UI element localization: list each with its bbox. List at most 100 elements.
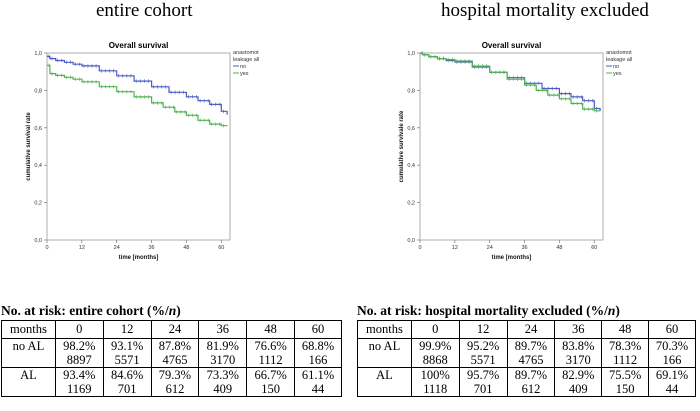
header-cell: 36 (198, 320, 248, 339)
legend-title: anastomotic (233, 50, 259, 56)
cell-n: 1118 (423, 382, 448, 396)
cell-pct: 98.2% (63, 339, 96, 353)
y-tick-label: 0,2 (34, 201, 42, 207)
legend-title: leakage all (606, 57, 632, 63)
table-header-row: months 0 12 24 36 48 60 (357, 320, 696, 339)
y-tick-label: 1,0 (34, 51, 42, 57)
header-cell: months (357, 320, 412, 339)
cell-n: 701 (473, 382, 493, 396)
cell-pct: 66.7% (254, 368, 287, 382)
series-line-no (47, 55, 228, 115)
y-tick-label: 0,4 (407, 163, 415, 169)
x-tick-label: 48 (556, 245, 562, 251)
table-cell: 87.8% 4765 (150, 338, 200, 368)
cell-pct: 81.9% (206, 339, 239, 353)
x-tick-label: 48 (183, 245, 189, 251)
row-label: AL (1, 367, 56, 397)
y-tick-label: 0,6 (407, 126, 415, 132)
cell-n: 3170 (210, 353, 236, 367)
table-cell: 70.3% 166 (648, 338, 696, 368)
y-tick-label: 0,6 (34, 126, 42, 132)
header-cell: 12 (458, 320, 508, 339)
table-cell: 73.3% 409 (198, 367, 248, 397)
x-tick-label: 36 (149, 245, 155, 251)
row-label: AL (357, 367, 412, 397)
legend-title: anastomotic (606, 50, 632, 56)
cell-n: 8868 (422, 353, 448, 367)
legend-label-no: no (613, 64, 619, 70)
table-cell: 76.6% 1112 (246, 338, 296, 368)
table-cell: 95.2% 5571 (458, 338, 508, 368)
x-tick-label: 12 (79, 245, 85, 251)
panel-heading-entire-cohort: entire cohort (96, 0, 193, 21)
table-row: AL 100% 1118 95.7% 701 89.7% 612 82.9% 409 7… (357, 367, 696, 397)
table-cell: 69.1% 44 (648, 367, 696, 397)
cell-pct: 95.7% (466, 368, 500, 382)
x-tick-label: 24 (114, 245, 120, 251)
cell-n: 701 (117, 382, 137, 396)
cell-n: 612 (521, 382, 541, 396)
cell-pct: 75.5% (609, 368, 642, 382)
y-tick-label: 0,8 (407, 88, 415, 94)
cell-n: 5571 (470, 353, 496, 367)
x-tick-label: 36 (522, 245, 528, 251)
x-tick-label: 0 (418, 245, 421, 251)
risk-table-hospital-mortality-excluded: No. at risk: hospital mortality excluded… (357, 303, 696, 397)
legend-label-yes: yes (240, 71, 249, 77)
table-cell: 68.8% 166 (294, 338, 342, 368)
header-cell: 48 (601, 320, 650, 339)
x-tick-label: 60 (218, 245, 224, 251)
cell-pct: 100% (420, 368, 450, 382)
cell-n: 4765 (518, 353, 544, 367)
x-tick-label: 12 (452, 245, 458, 251)
table-cell: 78.3% 1112 (601, 338, 650, 368)
risk-table: months 0 12 24 36 48 60 no AL 98.2% 8897 … (1, 320, 342, 397)
header-cell: 60 (648, 320, 696, 339)
header-cell: 24 (150, 320, 200, 339)
legend-title: leakage all (233, 57, 259, 63)
cell-n: 150 (615, 382, 635, 396)
survival-chart-hospital-mortality-excluded: Overall survival 0,0 0,2 0,4 0,6 0,8 1,0 0 12 24 3… (399, 41, 636, 261)
header-cell: 48 (246, 320, 296, 339)
legend-label-no: no (240, 64, 246, 70)
cell-n: 44 (665, 382, 679, 396)
table-cell: 98.2% 8897 (54, 338, 104, 368)
table-cell: 61.1% 44 (294, 367, 342, 397)
header-cell: 0 (54, 320, 104, 339)
y-tick-label: 0,8 (34, 88, 42, 94)
header-cell: 60 (294, 320, 342, 339)
cell-n: 166 (308, 353, 328, 367)
table-cell: 66.7% 150 (246, 367, 296, 397)
header-cell: 36 (554, 320, 603, 339)
risk-table-title: No. at risk: hospital mortality excluded… (357, 303, 620, 318)
x-axis-label: time [months] (119, 255, 159, 261)
cell-pct: 69.1% (655, 368, 689, 382)
row-label: no AL (357, 338, 412, 368)
risk-table-entire-cohort: No. at risk: entire cohort (%/n) months … (1, 303, 342, 397)
row-label: no AL (1, 338, 56, 368)
table-cell: 93.4% 1169 (54, 367, 104, 397)
cell-pct: 73.3% (206, 368, 239, 382)
y-tick-label: 1,0 (407, 51, 415, 57)
x-tick-label: 60 (591, 245, 597, 251)
cell-n: 3170 (565, 353, 591, 367)
y-tick-label: 0,0 (34, 238, 42, 244)
header-cell: 24 (506, 320, 556, 339)
cell-pct: 84.6% (110, 368, 144, 382)
x-tick-label: 0 (45, 245, 48, 251)
cell-pct: 76.6% (254, 339, 287, 353)
series-line-yes (47, 64, 228, 127)
cell-n: 1112 (258, 353, 283, 367)
table-cell: 89.7% 612 (506, 367, 556, 397)
cell-pct: 95.2% (466, 339, 500, 353)
table-cell: 93.1% 5571 (102, 338, 152, 368)
plot-area (46, 52, 231, 241)
cell-n: 8897 (66, 353, 92, 367)
chart-hospital-mortality-excluded: Overall survival 0,0 0,2 0,4 0,6 0,8 1,0 0 12 24 3… (387, 36, 636, 277)
series-line-yes (420, 52, 601, 112)
cell-n: 150 (261, 382, 280, 396)
cell-n: 5571 (114, 353, 140, 367)
y-tick-label: 0,4 (34, 163, 42, 169)
cell-n: 612 (165, 382, 185, 396)
table-cell: 84.6% 701 (102, 367, 152, 397)
